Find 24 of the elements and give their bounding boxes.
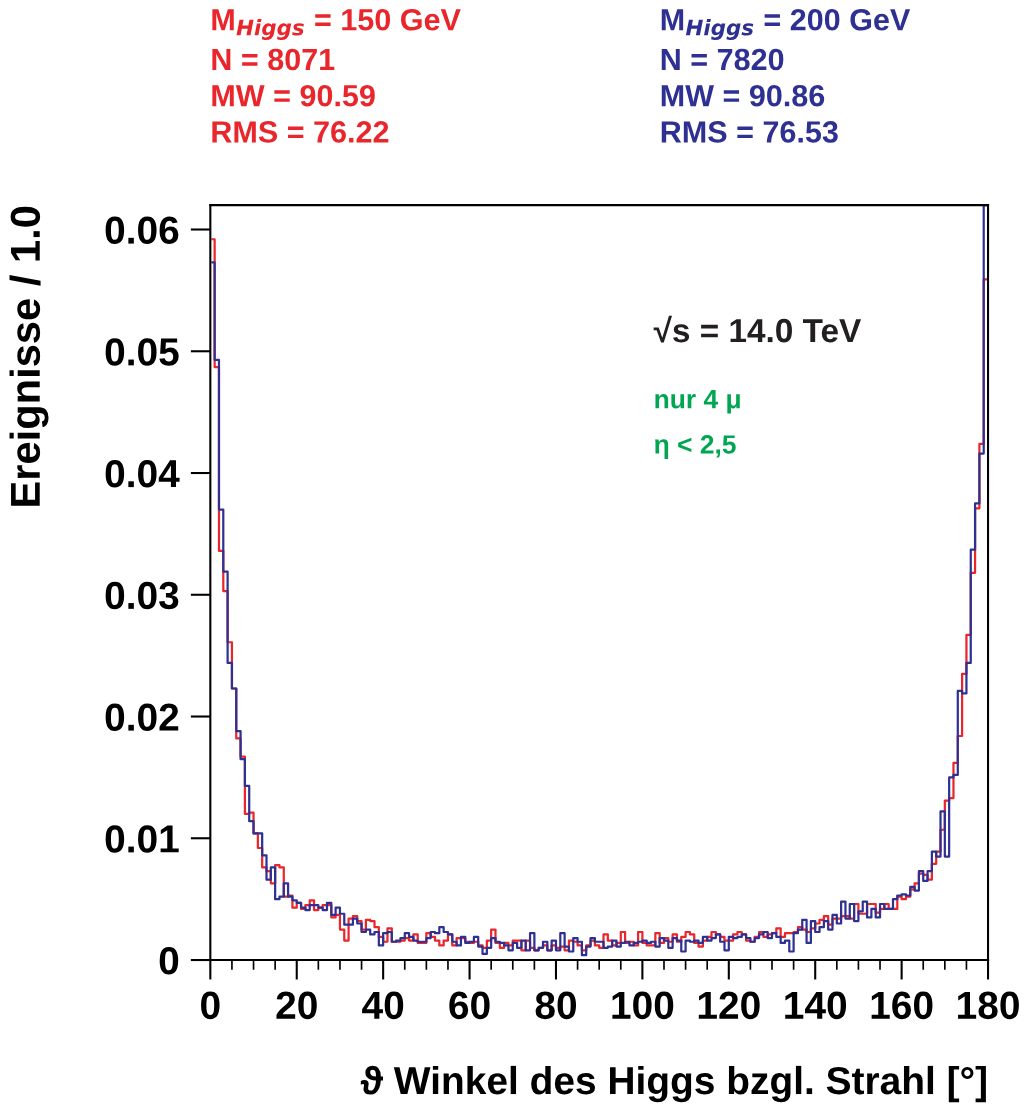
x-tick-label: 0 bbox=[201, 991, 220, 1020]
y-tick-label: 0 bbox=[159, 946, 179, 975]
y-tick-label: 0.03 bbox=[105, 581, 179, 610]
x-tick-label: 180 bbox=[958, 991, 1019, 1020]
y-tick-label: 0.06 bbox=[105, 216, 179, 244]
x-tick-label: 120 bbox=[698, 991, 760, 1020]
x-axis-title: ϑ Winkel des Higgs bzgl. Strahl [°] bbox=[360, 1065, 986, 1103]
y-tick-label: 0.04 bbox=[105, 459, 180, 488]
annotation: η < 2,5 bbox=[655, 435, 736, 459]
text: M$_{Higgs}$ = 150 GeV N = 8071 MW = 90.59 RMS = 76.22 bbox=[212, 8, 461, 143]
y-tick-label: 0.05 bbox=[105, 338, 179, 366]
x-tick-label: 80 bbox=[535, 991, 577, 1020]
x-tick-label: 60 bbox=[449, 991, 490, 1020]
x-tick-label: 20 bbox=[276, 991, 317, 1020]
x-tick-label: 160 bbox=[871, 991, 933, 1020]
annotation: nur 4 μ bbox=[655, 390, 740, 414]
annotation: √s = 14.0 TeV bbox=[653, 315, 862, 343]
x-tick-label: 40 bbox=[362, 991, 404, 1020]
y-tick-label: 0.02 bbox=[105, 703, 179, 731]
x-tick-label: 100 bbox=[612, 991, 674, 1020]
text: M$_{Higgs}$ = 200 GeV N = 7820 MW = 90.86 RMS = 76.53 bbox=[661, 8, 911, 143]
y-axis-title: Ereignisse / 1.0 bbox=[9, 206, 49, 506]
x-tick-label: 140 bbox=[785, 991, 847, 1020]
y-tick-label: 0.01 bbox=[105, 825, 179, 853]
